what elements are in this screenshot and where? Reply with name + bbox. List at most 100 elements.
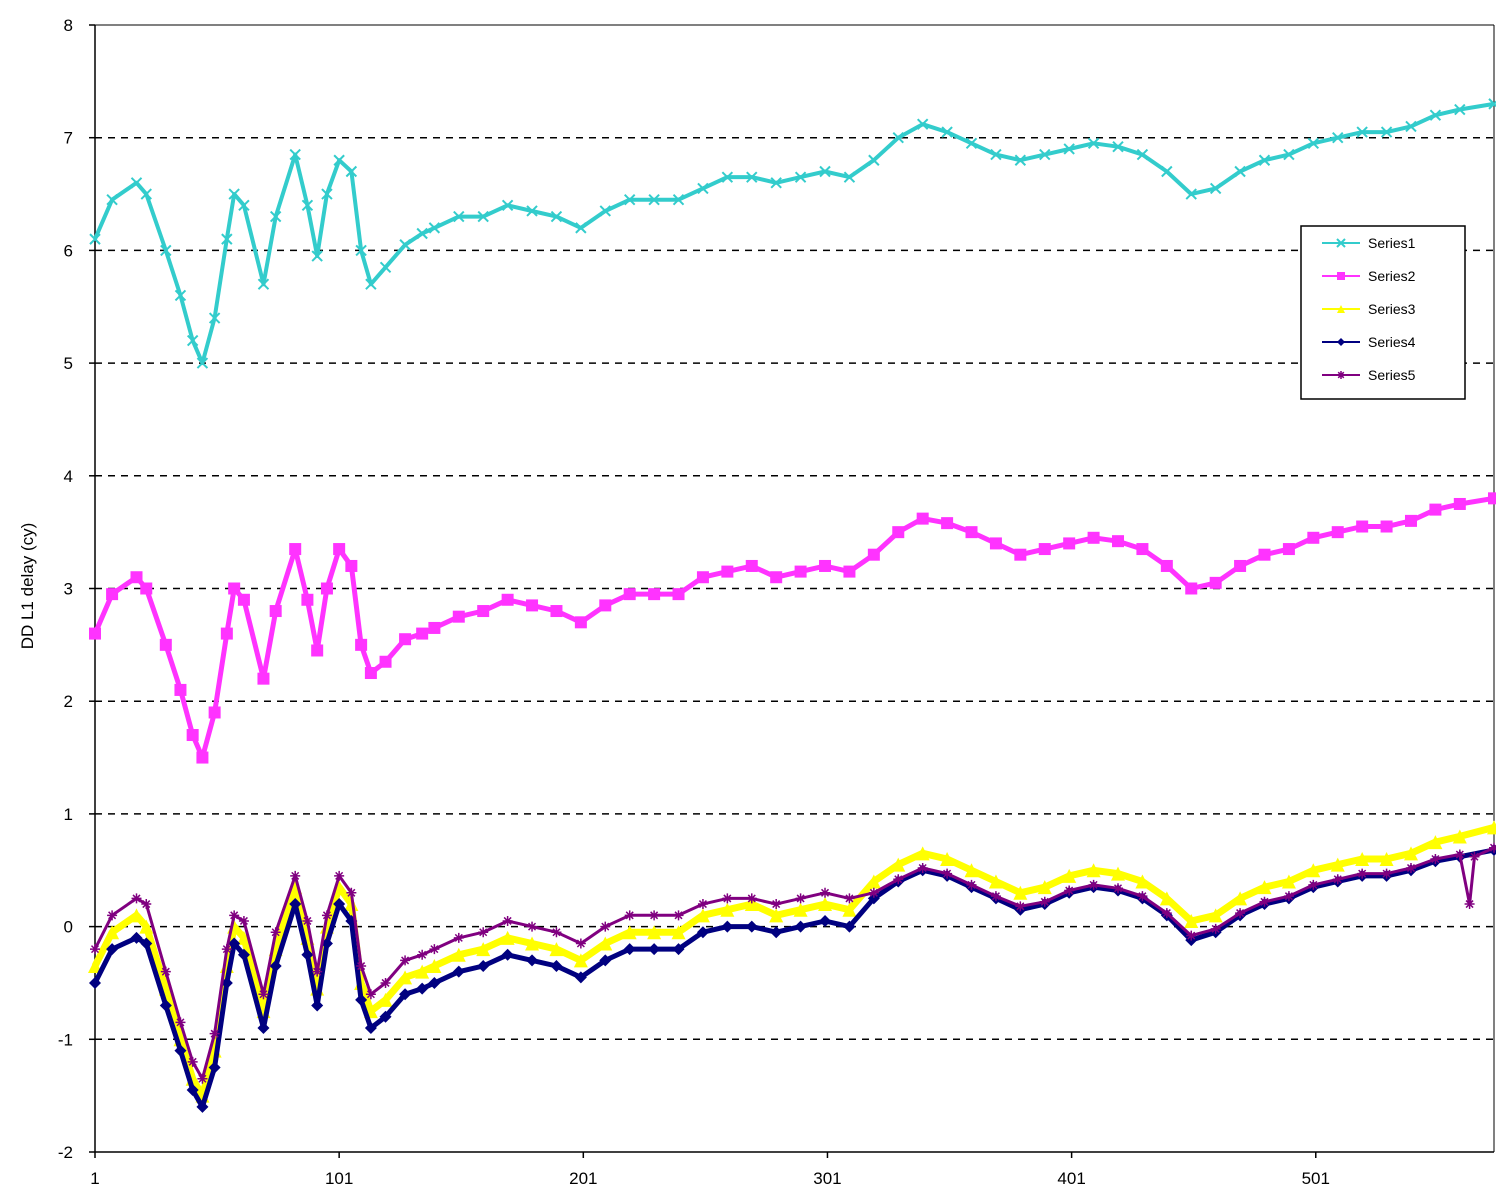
y-tick-label: 7 [64,129,73,148]
data-point [1330,857,1345,872]
data-point [379,261,392,274]
data-point [140,582,153,595]
data-point [477,960,490,973]
x-tick-label: 501 [1302,1169,1330,1188]
data-point [965,137,978,150]
data-point [1454,103,1466,116]
data-point [868,887,879,898]
data-point [236,930,251,945]
data-point [1403,846,1418,861]
series-1 [89,98,1496,369]
legend-swatch-marker [1337,305,1345,313]
data-point [501,199,514,212]
data-point [1208,908,1223,923]
data-point [1428,835,1443,850]
data-point [549,942,564,957]
data-point [526,205,538,217]
data-point [988,874,1003,889]
data-point [229,910,240,921]
data-point [379,655,392,668]
data-point [477,210,489,223]
data-point [130,177,143,189]
data-point [1161,908,1172,919]
data-point [228,188,240,200]
data-point [990,891,1001,902]
data-point [1332,131,1344,144]
series-5 [90,842,1496,1084]
legend-swatch-marker [1337,371,1345,379]
data-point [1454,849,1465,860]
data-point [867,548,880,561]
data-point [1487,820,1496,835]
y-tick-label: -1 [58,1030,73,1049]
data-point [399,239,411,251]
data-point [891,857,906,872]
data-point [527,921,538,932]
data-point [140,188,152,200]
data-point [1209,182,1222,195]
data-point [722,893,733,904]
data-point [452,965,465,978]
data-point [1357,868,1368,879]
legend-swatch-marker [1336,238,1346,248]
data-point [333,154,345,166]
data-point [916,118,929,130]
data-point [770,177,782,189]
data-point [1209,576,1222,589]
data-point [1283,891,1294,902]
data-point [140,937,153,950]
data-point [647,925,662,940]
data-point [365,989,376,1000]
data-point [1307,137,1320,150]
data-point [399,988,412,1001]
data-point [672,588,685,601]
data-point [301,948,314,961]
data-point [380,977,391,988]
data-point [257,672,270,685]
x-tick-label: 201 [569,1169,597,1188]
data-point [257,278,270,290]
data-point [794,920,807,933]
data-point [721,920,734,933]
data-point [289,898,302,911]
legend-box [1300,225,1466,400]
data-point [721,565,734,578]
data-point [695,908,710,923]
data-point [990,148,1002,161]
data-point [844,893,855,904]
data-point [599,599,612,612]
y-tick-label: 5 [64,354,73,373]
data-point [1281,874,1296,889]
data-point [1063,143,1075,155]
data-point [1015,901,1026,912]
y-tick-labels: -2 -1 0 1 2 3 4 5 6 7 8 [58,16,73,1162]
data-point [1405,862,1416,873]
data-point [623,193,636,206]
data-point [258,989,269,1000]
data-point [1379,851,1394,866]
data-point [746,893,757,904]
data-point [427,959,442,974]
data-point [160,966,171,977]
data-point [1235,908,1246,919]
data-point [720,902,735,917]
data-point [238,199,250,212]
x-tick-label: 301 [813,1169,841,1188]
data-point [334,870,345,881]
y-axis-title: DD L1 delay (cy) [18,523,37,650]
data-point [770,571,783,584]
data-point [1469,851,1480,862]
data-point [129,908,144,923]
data-point [355,993,368,1006]
data-point [355,244,367,257]
data-point [769,908,784,923]
data-point [1282,543,1295,556]
legend-label: Series4 [1368,334,1416,350]
y-tick-label: 3 [64,580,73,599]
data-point [175,1017,186,1028]
data-point [770,926,783,939]
data-point [88,959,102,974]
data-point [574,971,587,984]
x-tick-label: 1 [90,1169,99,1188]
data-point [197,1073,208,1084]
